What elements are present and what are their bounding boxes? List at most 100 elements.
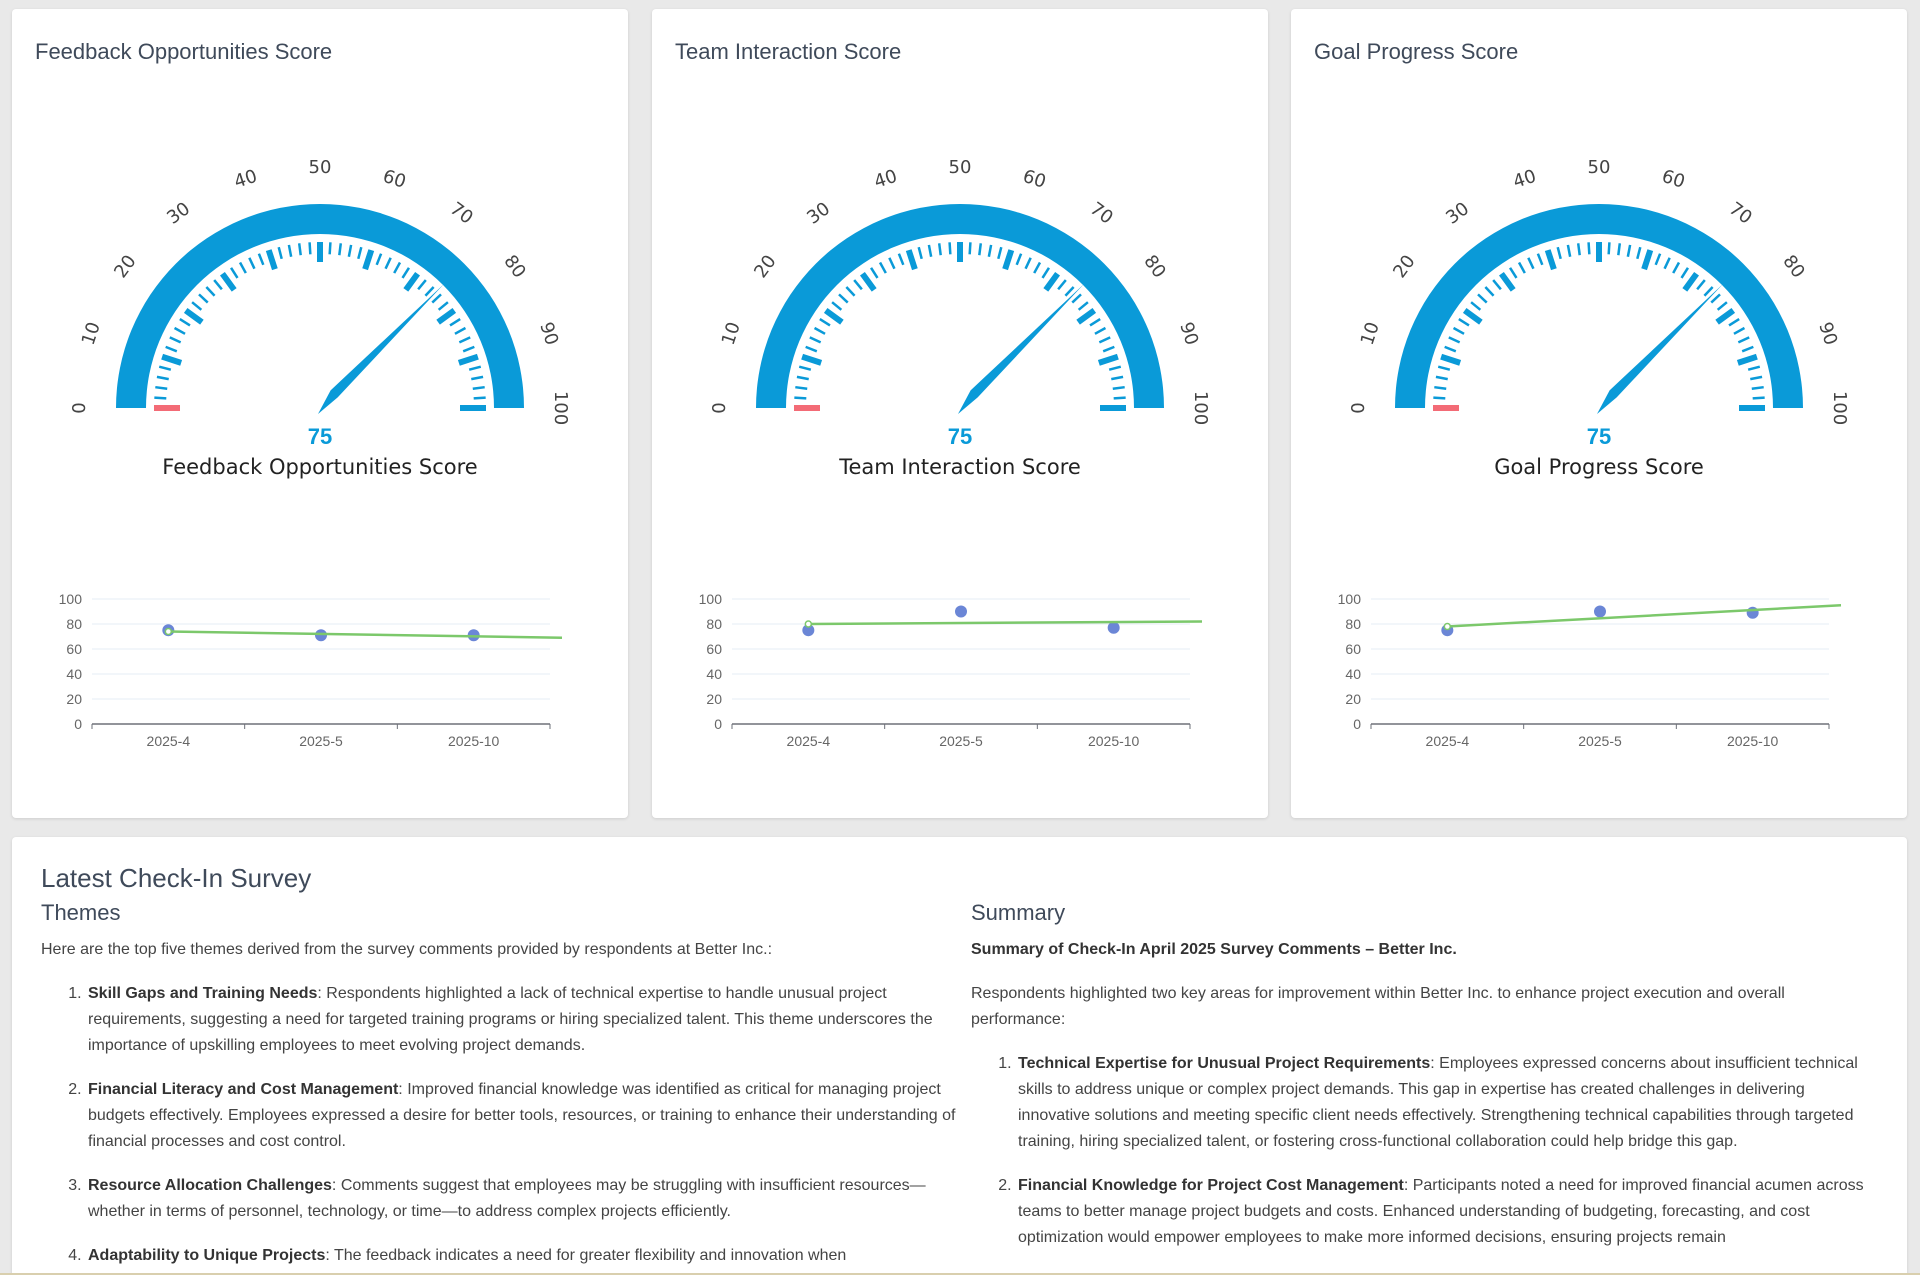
trend-line <box>1447 604 1842 628</box>
y-tick-label: 0 <box>714 716 722 732</box>
theme-text: : The feedback indicates a need for grea… <box>325 1247 847 1264</box>
score-card-goal-progress: Goal Progress Score 0 10 20 30 40 50 60 70 80 90 1… <box>1291 9 1907 818</box>
gauge-value: 75 <box>1586 424 1612 449</box>
score-card-feedback-opportunities: Feedback Opportunities Score 0 10 20 30 40 50… <box>12 9 628 818</box>
y-tick-label: 20 <box>706 691 722 707</box>
gauge-tick-label: 50 <box>949 157 972 178</box>
y-tick-label: 100 <box>1338 591 1362 607</box>
theme-text: : Comments suggest that employees may be… <box>88 1177 926 1220</box>
x-tick-label: 2025-5 <box>939 733 983 749</box>
x-tick-label: 2025-5 <box>1578 733 1622 749</box>
gauge-value: 75 <box>947 424 973 449</box>
gauge-tick-label: 60 <box>1020 166 1048 193</box>
latest-checkin-survey-card: Latest Check-In Survey Themes Here are t… <box>12 837 1907 1275</box>
data-point <box>802 624 815 637</box>
summary-item-title: Technical Expertise for Unusual Project … <box>1018 1055 1431 1072</box>
gauge-tick-label: 80 <box>1139 251 1169 282</box>
gauge-tick-label: 0 <box>1348 402 1369 413</box>
gauge-tick-label: 100 <box>1190 391 1211 425</box>
gauge-label: Feedback Opportunities Score <box>162 455 478 479</box>
theme-text: : Respondents highlighted a lack of tech… <box>88 985 933 1054</box>
gauge-tick-label: 40 <box>872 166 900 193</box>
themes-section: Themes Here are the top five themes deri… <box>41 899 961 1275</box>
summary-item: Financial Knowledge for Project Cost Man… <box>1016 1173 1881 1251</box>
y-tick-label: 0 <box>74 716 82 732</box>
gauge-tick-label: 10 <box>718 320 745 348</box>
y-tick-label: 0 <box>1353 716 1361 732</box>
data-point <box>1594 605 1606 618</box>
x-tick-label: 2025-10 <box>448 733 500 749</box>
summary-intro: Respondents highlighted two key areas fo… <box>971 985 1785 1028</box>
summary-item: Technical Expertise for Unusual Project … <box>1016 1051 1881 1155</box>
themes-heading: Themes <box>41 900 121 925</box>
gauge-label: Team Interaction Score <box>839 455 1081 479</box>
trend-line <box>168 630 563 639</box>
gauge-tick-label: 30 <box>1442 198 1473 228</box>
gauge-tick-label: 80 <box>499 251 529 282</box>
theme-title: Adaptability to Unique Projects <box>88 1247 326 1264</box>
gauge-band <box>756 204 1164 408</box>
x-tick-label: 2025-4 <box>1426 733 1470 749</box>
theme-title: Resource Allocation Challenges <box>88 1177 332 1194</box>
theme-text: : Improved financial knowledge was ident… <box>88 1081 956 1150</box>
gauge-tick-label: 0 <box>709 402 730 413</box>
gauge-tick-label: 50 <box>309 157 332 178</box>
y-tick-label: 20 <box>1345 691 1361 707</box>
gauge-needle <box>1597 284 1723 414</box>
gauge-tick-label: 90 <box>1814 320 1841 348</box>
gauge-tick-label: 80 <box>1778 251 1808 282</box>
theme-item: Adaptability to Unique Projects: The fee… <box>86 1243 961 1269</box>
page-bottom-border <box>0 1273 1920 1275</box>
gauge-chart: 0 10 20 30 40 50 60 70 80 90 100 <box>1348 157 1850 425</box>
trend-line <box>808 620 1203 626</box>
gauge-tick-label: 70 <box>1086 198 1117 228</box>
themes-intro: Here are the top five themes derived fro… <box>41 941 773 958</box>
y-tick-label: 80 <box>66 616 82 632</box>
gauge-tick-label: 30 <box>803 198 834 228</box>
gauge-tick-label: 20 <box>750 251 780 282</box>
x-tick-label: 2025-4 <box>787 733 831 749</box>
theme-title: Financial Literacy and Cost Management <box>88 1081 399 1098</box>
gauge-tick-label: 100 <box>550 391 571 425</box>
summary-subtitle: Summary of Check-In April 2025 Survey Co… <box>971 941 1457 958</box>
themes-list: Skill Gaps and Training Needs: Responden… <box>41 981 961 1269</box>
y-tick-label: 60 <box>1345 641 1361 657</box>
gauge-tick-label: 70 <box>446 198 477 228</box>
gauge-tick-label: 60 <box>380 166 408 193</box>
gauge-tick-label: 60 <box>1659 166 1687 193</box>
y-tick-label: 100 <box>699 591 723 607</box>
trend-chart: 0 20 40 60 80 100 2025-4 2025-5 2025-10 <box>1338 591 1842 749</box>
gauge-tick-label: 30 <box>163 198 194 228</box>
card-title: Team Interaction Score <box>675 39 902 64</box>
gauge-tick-label: 0 <box>69 402 90 413</box>
y-tick-label: 80 <box>1345 616 1361 632</box>
data-point <box>315 629 327 642</box>
summary-item-text: : Employees expressed concerns about ins… <box>1018 1055 1858 1150</box>
trend-chart: 0 20 40 60 80 100 2025-4 2025-5 2025-10 <box>699 591 1203 749</box>
x-tick-label: 2025-10 <box>1088 733 1140 749</box>
gauge-tick-label: 90 <box>1175 320 1202 348</box>
trend-chart: 0 20 40 60 80 100 2025-4 2025-5 2025-10 <box>59 591 563 749</box>
gauge-tick-label: 20 <box>110 251 140 282</box>
gauge-tick-label: 10 <box>78 320 105 348</box>
theme-item: Financial Literacy and Cost Management: … <box>86 1077 961 1155</box>
survey-title: Latest Check-In Survey <box>41 863 312 893</box>
summary-section: Summary Summary of Check-In April 2025 S… <box>971 899 1881 1269</box>
gauge-needle <box>958 284 1084 414</box>
y-tick-label: 100 <box>59 591 83 607</box>
data-point <box>955 605 967 618</box>
x-tick-label: 2025-10 <box>1727 733 1779 749</box>
card-title: Goal Progress Score <box>1314 39 1519 64</box>
gauge-tick-label: 70 <box>1725 198 1756 228</box>
gauge-tick-label: 90 <box>535 320 562 348</box>
y-tick-label: 60 <box>706 641 722 657</box>
theme-title: Skill Gaps and Training Needs <box>88 985 318 1002</box>
summary-item-text: : Participants noted a need for improved… <box>1018 1177 1864 1246</box>
y-tick-label: 20 <box>66 691 82 707</box>
gauge-band <box>116 204 524 408</box>
gauge-tick-label: 40 <box>1511 166 1539 193</box>
gauge-label: Goal Progress Score <box>1494 455 1704 479</box>
gauge-tick-label: 40 <box>232 166 260 193</box>
summary-heading: Summary <box>971 900 1066 925</box>
theme-item: Skill Gaps and Training Needs: Responden… <box>86 981 961 1059</box>
